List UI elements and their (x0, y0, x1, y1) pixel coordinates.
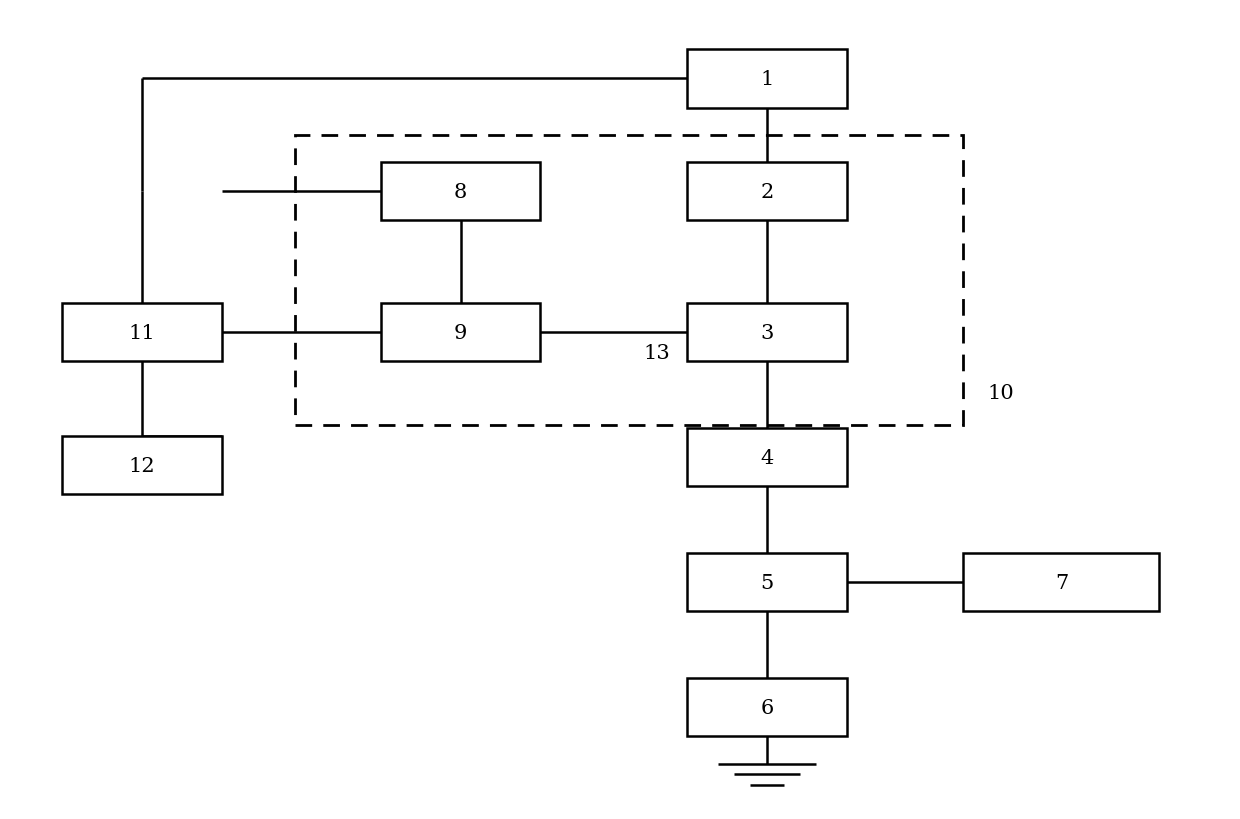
Text: 6: 6 (760, 698, 774, 717)
Text: 10: 10 (988, 384, 1014, 403)
Text: 5: 5 (760, 573, 774, 592)
Bar (963, 554, 1159, 612)
Bar (687, 304, 847, 362)
Text: 9: 9 (454, 324, 467, 342)
Bar (687, 163, 847, 221)
Text: 13: 13 (644, 344, 670, 363)
Bar (687, 51, 847, 108)
Text: 4: 4 (760, 448, 774, 468)
Text: 12: 12 (129, 456, 155, 475)
Bar (62, 437, 222, 495)
Text: 8: 8 (454, 183, 467, 201)
Bar (62, 304, 222, 362)
Bar (295, 136, 963, 426)
Text: 11: 11 (129, 324, 155, 342)
Bar (687, 554, 847, 612)
Bar (687, 429, 847, 486)
Text: 3: 3 (760, 324, 774, 342)
Text: 2: 2 (760, 183, 774, 201)
Bar (687, 678, 847, 736)
Text: 1: 1 (760, 70, 774, 89)
Text: 7: 7 (1055, 573, 1068, 592)
Bar (381, 163, 541, 221)
Bar (381, 304, 541, 362)
